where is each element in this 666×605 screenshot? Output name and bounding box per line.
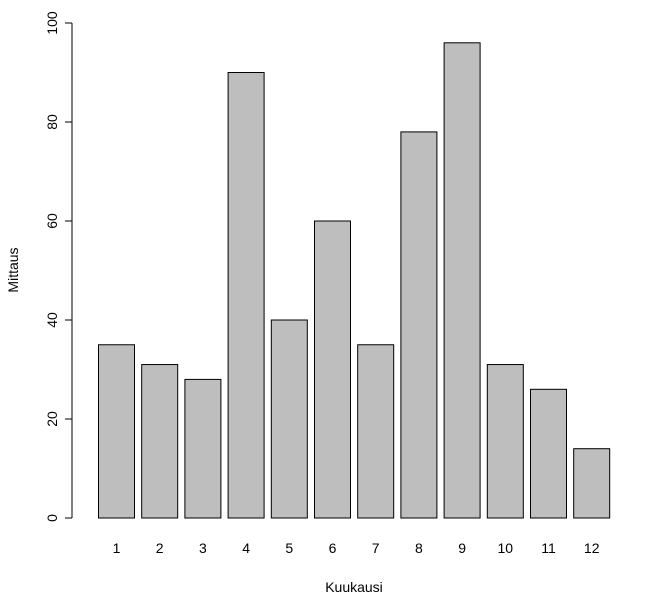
x-tick-label: 6 (329, 540, 337, 556)
bar (486, 364, 524, 519)
bar (530, 388, 567, 519)
x-tick-labels: 1 2 3 4 5 6 7 8 9 10 11 12 (113, 540, 600, 556)
y-axis: 0 20 40 60 80 100 (44, 11, 73, 522)
y-tick-label: 20 (44, 411, 60, 427)
bar (443, 42, 481, 519)
y-axis-title: Mittaus (5, 247, 21, 292)
x-tick-label: 1 (113, 540, 121, 556)
bar (98, 344, 135, 519)
x-tick-label: 11 (541, 540, 556, 556)
x-tick-label: 10 (498, 540, 514, 556)
x-tick-label: 3 (199, 540, 207, 556)
y-tick-label: 0 (44, 514, 60, 522)
y-tick-label: 100 (44, 11, 60, 35)
x-tick-label: 9 (458, 540, 466, 556)
x-tick-label: 5 (285, 540, 293, 556)
bar (227, 72, 265, 519)
x-axis-title: Kuukausi (325, 579, 383, 595)
x-tick-label: 12 (584, 540, 600, 556)
bar (141, 364, 179, 519)
bar (573, 448, 611, 519)
x-tick-label: 4 (242, 540, 250, 556)
x-tick-label: 8 (415, 540, 423, 556)
bar (270, 319, 308, 519)
bar (357, 344, 395, 519)
y-tick-label: 60 (44, 213, 60, 229)
y-tick-label: 40 (44, 312, 60, 328)
bar (184, 378, 222, 519)
x-tick-label: 7 (372, 540, 380, 556)
bars (98, 42, 611, 519)
y-tick-label: 80 (44, 114, 60, 130)
bar (314, 220, 351, 519)
bar (400, 131, 438, 519)
x-tick-label: 2 (156, 540, 164, 556)
